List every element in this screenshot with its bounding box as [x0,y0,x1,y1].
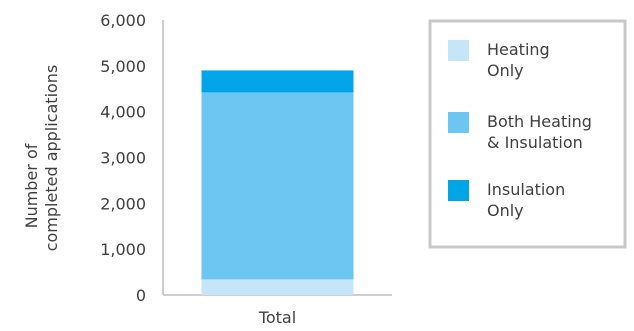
legend-swatch [448,180,469,201]
bar-segment [201,70,354,93]
legend-label: Only [487,61,524,80]
y-tick-label: 4,000 [100,103,146,122]
y-axis-title-line-2: completed applications [42,65,61,252]
y-tick-label: 3,000 [100,149,146,168]
legend-label: Insulation [487,180,565,199]
y-tick-label: 0 [136,286,146,305]
y-tick-label: 1,000 [100,240,146,259]
y-tick-label: 5,000 [100,57,146,76]
legend-swatch [448,40,469,61]
x-tick-label: Total [258,308,296,327]
legend-swatch [448,112,469,133]
y-tick-label: 6,000 [100,11,146,30]
y-tick-label: 2,000 [100,194,146,213]
legend-label: Both Heating [487,112,592,131]
bar-segments [201,70,354,295]
y-tick-labels: 0 1,000 2,000 3,000 4,000 5,000 6,000 [100,11,146,305]
legend-label: & Insulation [487,133,583,152]
x-tick-labels: Total [258,308,296,327]
legend-label: Heating [487,40,550,59]
legend-label: Only [487,201,524,220]
legend: Heating Only Both Heating & Insulation Insul… [448,40,592,220]
bar-segment [201,279,354,295]
bar-segment [201,92,354,280]
y-axis-title-line-1: Number of [22,143,41,228]
